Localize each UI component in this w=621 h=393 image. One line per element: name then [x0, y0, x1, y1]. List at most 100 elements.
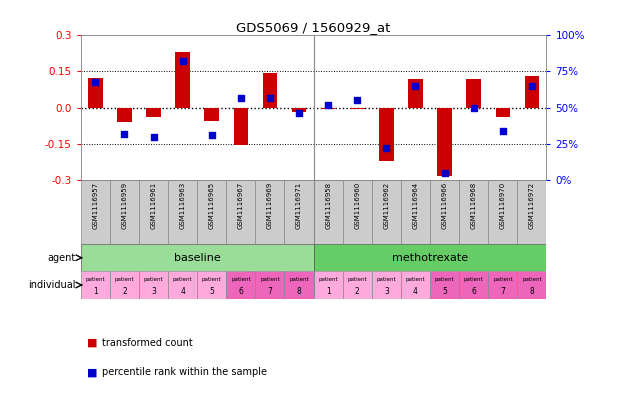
- Text: patient: patient: [493, 277, 512, 282]
- Text: patient: patient: [143, 277, 163, 282]
- Bar: [401, 272, 430, 299]
- Bar: [379, 108, 394, 161]
- Bar: [139, 180, 168, 244]
- Bar: [321, 108, 335, 109]
- Text: 2: 2: [355, 287, 360, 296]
- Bar: [292, 108, 306, 112]
- Bar: [401, 180, 430, 244]
- Text: ■: ■: [87, 338, 97, 348]
- Point: [527, 83, 537, 89]
- Text: 1: 1: [326, 287, 330, 296]
- Text: GSM1116962: GSM1116962: [383, 182, 389, 229]
- Text: 6: 6: [471, 287, 476, 296]
- Bar: [81, 180, 110, 244]
- Text: 3: 3: [384, 287, 389, 296]
- Text: patient: patient: [289, 277, 309, 282]
- Bar: [314, 244, 546, 272]
- Text: individual: individual: [29, 280, 76, 290]
- Point: [440, 169, 450, 176]
- Text: 5: 5: [209, 287, 214, 296]
- Bar: [117, 108, 132, 122]
- Text: baseline: baseline: [174, 253, 220, 263]
- Text: percentile rank within the sample: percentile rank within the sample: [102, 367, 268, 377]
- Bar: [146, 108, 161, 117]
- Bar: [525, 76, 539, 108]
- Text: patient: patient: [231, 277, 251, 282]
- Bar: [139, 272, 168, 299]
- Bar: [175, 52, 190, 108]
- Text: 2: 2: [122, 287, 127, 296]
- Point: [265, 94, 275, 101]
- Text: GSM1116972: GSM1116972: [529, 182, 535, 229]
- Bar: [226, 180, 255, 244]
- Text: 4: 4: [180, 287, 185, 296]
- Bar: [408, 79, 423, 108]
- Text: GSM1116958: GSM1116958: [325, 182, 331, 229]
- Text: methotrexate: methotrexate: [392, 253, 468, 263]
- Point: [207, 132, 217, 138]
- Bar: [255, 272, 284, 299]
- Bar: [459, 272, 488, 299]
- Bar: [110, 272, 139, 299]
- Text: 4: 4: [413, 287, 418, 296]
- Title: GDS5069 / 1560929_at: GDS5069 / 1560929_at: [237, 21, 391, 34]
- Text: agent: agent: [48, 253, 76, 263]
- Text: GSM1116964: GSM1116964: [412, 182, 419, 229]
- Point: [498, 128, 508, 134]
- Bar: [263, 73, 277, 108]
- Point: [381, 145, 391, 151]
- Point: [352, 97, 362, 103]
- Text: 8: 8: [297, 287, 301, 296]
- Text: patient: patient: [376, 277, 396, 282]
- Bar: [372, 180, 401, 244]
- Text: patient: patient: [319, 277, 338, 282]
- Bar: [517, 180, 546, 244]
- Text: transformed count: transformed count: [102, 338, 193, 348]
- Bar: [233, 108, 248, 145]
- Bar: [81, 244, 314, 272]
- Text: patient: patient: [406, 277, 425, 282]
- Text: ■: ■: [87, 367, 97, 377]
- Bar: [168, 180, 197, 244]
- Text: patient: patient: [260, 277, 279, 282]
- Bar: [197, 272, 226, 299]
- Bar: [350, 108, 365, 109]
- Text: 7: 7: [268, 287, 273, 296]
- Bar: [226, 272, 255, 299]
- Bar: [488, 180, 517, 244]
- Point: [236, 94, 246, 101]
- Text: patient: patient: [173, 277, 193, 282]
- Text: GSM1116960: GSM1116960: [354, 182, 360, 229]
- Point: [410, 83, 420, 89]
- Text: 1: 1: [93, 287, 97, 296]
- Bar: [496, 108, 510, 117]
- Bar: [459, 180, 488, 244]
- Point: [90, 79, 100, 85]
- Text: GSM1116966: GSM1116966: [442, 182, 448, 229]
- Text: 7: 7: [501, 287, 505, 296]
- Bar: [430, 272, 459, 299]
- Bar: [88, 77, 102, 108]
- Point: [323, 101, 333, 108]
- Bar: [284, 180, 314, 244]
- Bar: [437, 108, 452, 176]
- Text: GSM1116970: GSM1116970: [500, 182, 506, 229]
- Text: GSM1116959: GSM1116959: [121, 182, 127, 229]
- Text: GSM1116967: GSM1116967: [238, 182, 244, 229]
- Bar: [168, 272, 197, 299]
- Text: GSM1116971: GSM1116971: [296, 182, 302, 229]
- Text: GSM1116965: GSM1116965: [209, 182, 215, 229]
- Bar: [197, 180, 226, 244]
- Bar: [81, 272, 110, 299]
- Text: patient: patient: [464, 277, 484, 282]
- Bar: [372, 272, 401, 299]
- Text: GSM1116957: GSM1116957: [93, 182, 98, 229]
- Text: 8: 8: [530, 287, 534, 296]
- Bar: [517, 272, 546, 299]
- Text: GSM1116969: GSM1116969: [267, 182, 273, 229]
- Text: 5: 5: [442, 287, 447, 296]
- Text: patient: patient: [115, 277, 134, 282]
- Text: patient: patient: [348, 277, 367, 282]
- Text: patient: patient: [435, 277, 455, 282]
- Text: GSM1116963: GSM1116963: [179, 182, 186, 229]
